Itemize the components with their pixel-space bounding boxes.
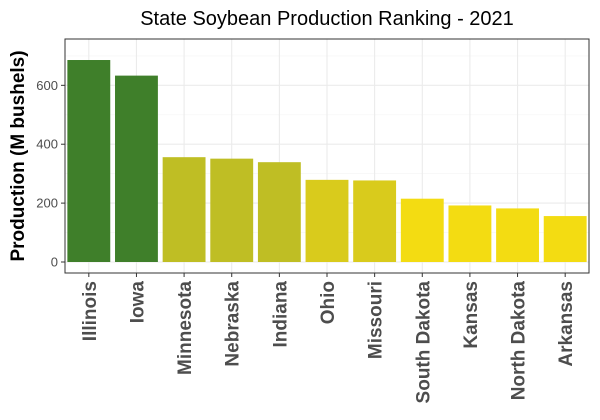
y-axis-label: Production (M bushels) — [8, 50, 29, 261]
x-tick-label: Ohio — [318, 281, 339, 324]
x-tick-label: Nebraska — [223, 281, 244, 367]
y-axis: 0 200 400 600 — [36, 78, 65, 270]
x-tick-label: Missouri — [366, 281, 387, 359]
bar-arkansas — [543, 216, 587, 262]
x-axis: Illinois Iowa Minnesota Nebraska Indiana Ohio… — [80, 273, 577, 403]
chart-title: State Soybean Production Ranking - 2021 — [140, 8, 514, 30]
bars — [67, 60, 587, 263]
y-tick-label: 400 — [36, 137, 58, 152]
bar-missouri — [353, 180, 397, 262]
bar-north-dakota — [496, 208, 539, 262]
x-tick-label: Iowa — [127, 281, 148, 324]
x-tick-label: Kansas — [461, 281, 482, 349]
x-tick-label: North Dakota — [509, 281, 530, 401]
bar-illinois — [67, 60, 111, 263]
bar-indiana — [257, 162, 301, 262]
x-tick-label: Arkansas — [556, 281, 577, 367]
bar-south-dakota — [400, 198, 444, 262]
bar-minnesota — [162, 157, 206, 262]
bar-nebraska — [210, 158, 254, 262]
y-tick-label: 200 — [36, 196, 58, 211]
x-tick-label: Minnesota — [175, 281, 196, 375]
bar-kansas — [448, 205, 492, 262]
x-tick-label: Indiana — [270, 281, 291, 348]
x-tick-label: Illinois — [80, 281, 101, 341]
x-tick-label: South Dakota — [413, 281, 434, 404]
bar-ohio — [305, 179, 349, 262]
y-tick-label: 0 — [51, 255, 58, 270]
y-tick-label: 600 — [36, 78, 58, 93]
bar-iowa — [115, 75, 158, 262]
